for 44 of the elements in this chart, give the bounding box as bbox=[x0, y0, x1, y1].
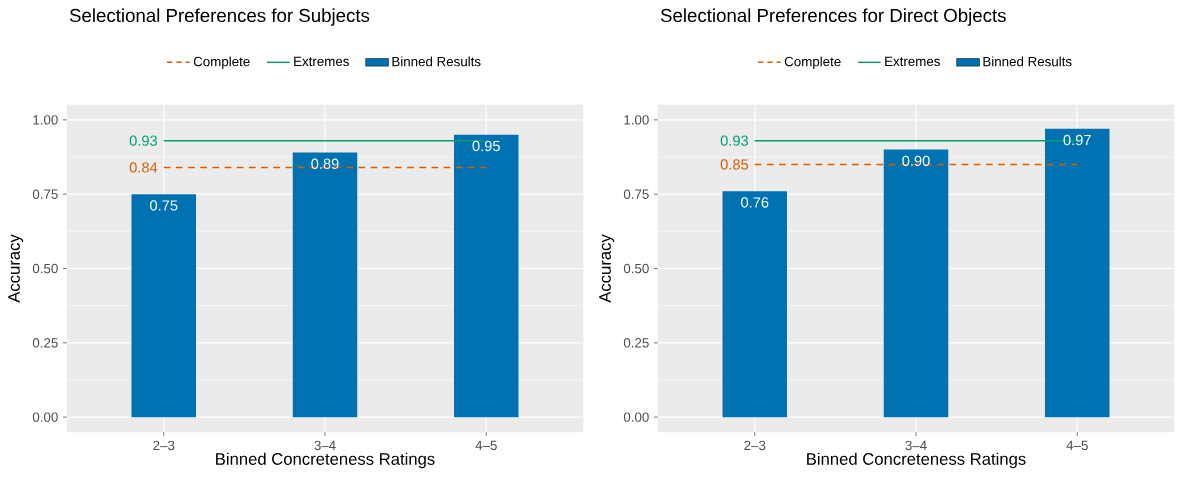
y-tick-label: 0.50 bbox=[32, 263, 58, 274]
x-tick-label: 3–4 bbox=[314, 440, 336, 451]
x-tick-label: 4–5 bbox=[1066, 440, 1088, 451]
bar bbox=[722, 191, 788, 418]
y-axis-title: Accuracy bbox=[8, 234, 24, 303]
legend-label: Complete bbox=[784, 56, 841, 69]
x-axis-title: Binned Concreteness Ratings bbox=[807, 452, 1026, 469]
data-label: 0.75 bbox=[150, 200, 178, 211]
chart-title: Selectional Preferences for Direct Objects bbox=[660, 8, 1006, 26]
data-label: 0.90 bbox=[902, 155, 930, 167]
x-tick-label: 4–5 bbox=[475, 440, 497, 451]
x-tick-label: 2–3 bbox=[153, 440, 175, 451]
y-tick-label: 1.00 bbox=[624, 115, 649, 125]
x-axis-title: Binned Concreteness Ratings bbox=[216, 452, 435, 469]
legend-label: Extremes bbox=[885, 56, 940, 67]
y-tick-label: 0.00 bbox=[623, 412, 649, 422]
data-label: 0.97 bbox=[1063, 134, 1091, 146]
y-tick-label: 0.25 bbox=[623, 338, 649, 348]
data-label: 0.85 bbox=[720, 159, 749, 170]
legend-label: Binned Results bbox=[983, 56, 1072, 67]
data-label: 0.95 bbox=[472, 140, 500, 152]
x-tick-label: 2–3 bbox=[744, 440, 766, 451]
data-label: 0.76 bbox=[741, 197, 769, 208]
data-label: 0.89 bbox=[311, 158, 339, 169]
legend-label: Extremes bbox=[294, 56, 349, 67]
y-tick-label: 1.00 bbox=[33, 115, 58, 125]
bar bbox=[292, 152, 358, 418]
y-tick-label: 0.75 bbox=[32, 189, 58, 199]
legend-label: Complete bbox=[193, 56, 250, 69]
x-tick-label: 3–4 bbox=[905, 440, 927, 451]
bar bbox=[454, 134, 519, 418]
y-axis-title: Accuracy bbox=[599, 234, 615, 303]
y-tick-label: 0.50 bbox=[623, 263, 649, 274]
bar bbox=[883, 149, 949, 418]
data-label: 0.93 bbox=[129, 135, 158, 146]
data-label: 0.84 bbox=[129, 162, 158, 173]
bar bbox=[131, 194, 196, 418]
y-tick-label: 0.75 bbox=[623, 189, 649, 199]
y-tick-label: 0.25 bbox=[32, 338, 58, 348]
data-label: 0.93 bbox=[720, 135, 749, 146]
chart-title: Selectional Preferences for Subjects bbox=[69, 8, 370, 26]
bar bbox=[1045, 128, 1110, 418]
legend-label: Binned Results bbox=[392, 56, 481, 67]
y-tick-label: 0.00 bbox=[32, 412, 58, 422]
